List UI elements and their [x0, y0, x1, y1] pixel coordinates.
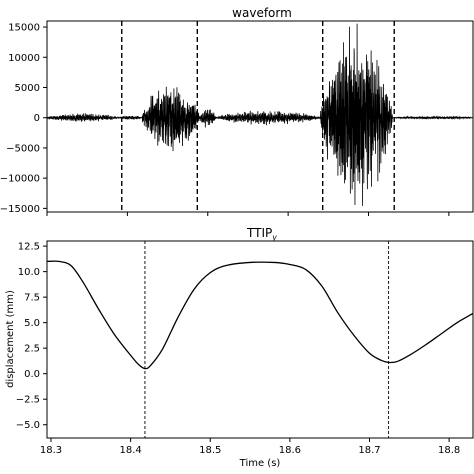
- x-axis-label: Time (s): [239, 458, 281, 469]
- ttip-series-line: [46, 260, 474, 370]
- ttip-x-tick-label: 18.8: [438, 445, 460, 456]
- waveform-axes-frame: [46, 20, 474, 213]
- ttip-marks: 12.5 10.0 7.5 5.0 2.5 0.0 −2.5 −5.0 18.3 18.4 18.5…: [16, 241, 474, 456]
- waveform-title: waveform: [232, 6, 292, 20]
- waveform-marks: 15000 10000 5000 0 −5000 −10000 −15000: [0, 21, 474, 216]
- waveform-y-tick-label: −5000: [6, 143, 40, 154]
- ttip-panel: TTIPy 12.5 10.0 7.5 5.0 2.5 0.0 −2.5 −5.0 18.3 18…: [5, 226, 474, 469]
- waveform-panel: waveform 15000 10000 5000 0 −5000 −10000 −1500…: [0, 6, 474, 216]
- waveform-series-line: [46, 23, 474, 206]
- waveform-y-tick-label: 10000: [8, 53, 40, 64]
- ttip-axes-frame: [46, 240, 474, 439]
- waveform-y-tick-label: −15000: [0, 204, 40, 215]
- ttip-x-tick-label: 18.4: [119, 445, 141, 456]
- y-axis-label: displacement (mm): [5, 290, 16, 388]
- waveform-y-tick-label: 15000: [8, 23, 40, 34]
- ttip-title-subscript: y: [271, 233, 277, 242]
- ttip-title-main: TTIP: [246, 226, 272, 240]
- ttip-y-tick-label: 2.5: [24, 344, 40, 355]
- waveform-y-tick-label: −10000: [0, 174, 40, 185]
- ttip-y-tick-label: 12.5: [18, 242, 40, 253]
- ttip-x-tick-label: 18.6: [279, 445, 301, 456]
- waveform-y-tick-label: 5000: [15, 83, 40, 94]
- ttip-y-tick-label: 7.5: [24, 293, 40, 304]
- ttip-y-tick-label: −2.5: [16, 395, 40, 406]
- ttip-y-tick-label: −5.0: [16, 420, 40, 431]
- ttip-y-tick-label: 10.0: [18, 267, 40, 278]
- ttip-title: TTIPy: [246, 226, 277, 242]
- ttip-y-tick-label: 0.0: [24, 369, 40, 380]
- waveform-y-tick-label: 0: [34, 113, 40, 124]
- ttip-x-tick-label: 18.5: [199, 445, 221, 456]
- ttip-y-tick-label: 5.0: [24, 318, 40, 329]
- ttip-x-tick-label: 18.3: [40, 445, 62, 456]
- ttip-x-tick-label: 18.7: [358, 445, 380, 456]
